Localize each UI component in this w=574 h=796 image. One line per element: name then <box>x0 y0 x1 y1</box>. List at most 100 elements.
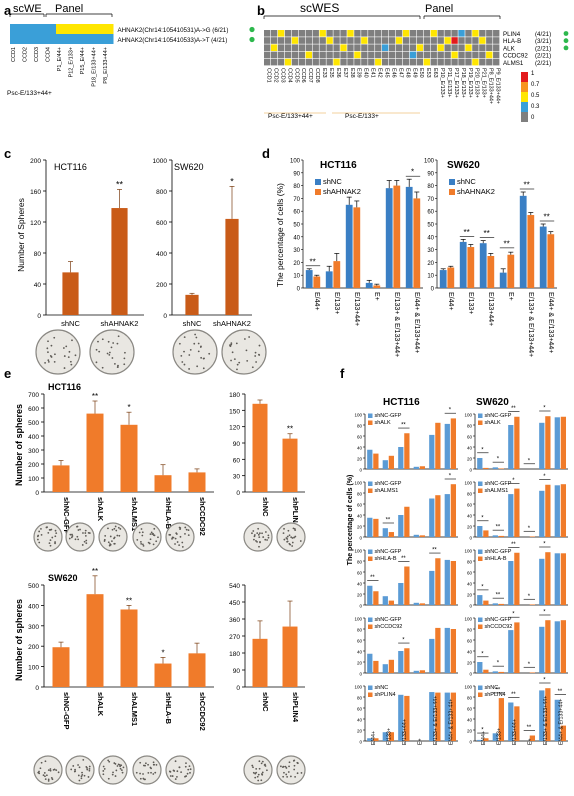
sphere-dot <box>184 533 186 535</box>
x-tick-label: E+ <box>373 292 380 301</box>
x-tick-label: shNC <box>61 319 80 328</box>
significance-label: * <box>230 176 234 186</box>
chart-bar <box>404 566 410 605</box>
sphere-dot <box>54 529 57 532</box>
chart-bar <box>498 671 505 673</box>
significance-label: * <box>543 678 546 684</box>
sphere-dot <box>188 354 191 356</box>
sphere-dot <box>188 368 191 370</box>
heatmap-cell <box>277 58 285 66</box>
chart-bar <box>419 603 426 605</box>
chart-bar <box>86 594 104 687</box>
x-tick-label: shNC <box>261 692 270 712</box>
y-tick-label: 0 <box>163 313 167 320</box>
sphere-dot <box>257 773 260 776</box>
heatmap-cell <box>430 51 437 59</box>
chart-bar <box>154 475 172 492</box>
heatmap-cell <box>395 37 403 44</box>
chart-bar <box>477 662 483 673</box>
sphere-dot <box>55 532 58 535</box>
sphere-dot <box>123 363 126 366</box>
sphere-dot <box>79 528 81 531</box>
sphere-dot <box>251 532 253 535</box>
sphere-dish-image <box>276 755 306 785</box>
legend-swatch <box>478 420 483 425</box>
sphere-dot <box>84 532 87 534</box>
scwes-label: scWES <box>300 1 339 15</box>
y-tick-label: 400 <box>156 251 167 258</box>
significance-label: * <box>481 447 484 453</box>
sphere-dot <box>208 352 211 355</box>
heatmap-cell <box>458 44 465 51</box>
legend-label: shNC <box>457 177 476 186</box>
sphere-dot <box>230 359 232 362</box>
chart-bar <box>492 671 498 673</box>
column-label: P11_E/133+ <box>446 68 452 97</box>
sphere-dot <box>149 533 152 535</box>
legend-label: shNC <box>485 685 499 691</box>
chart-bar <box>367 517 373 537</box>
group-label: Psc-E/133+ <box>345 113 379 120</box>
sphere-dot <box>78 779 81 782</box>
sphere-dot <box>258 536 261 539</box>
column-label: P10_E/133+ <box>439 68 445 98</box>
y-tick-label: 0 <box>359 740 362 745</box>
sphere-dot <box>88 768 91 770</box>
x-tick-label: shAHNAK2 <box>213 319 251 328</box>
sphere-dot <box>288 534 291 537</box>
chart-bar <box>373 285 381 288</box>
significance-label: * <box>411 168 414 177</box>
sphere-dot <box>103 540 106 542</box>
y-tick-label: 90 <box>293 171 300 177</box>
y-tick-label: 60 <box>467 571 473 576</box>
heatmap-cell <box>465 58 472 66</box>
sphere-dot <box>185 775 188 777</box>
heatmap-cell <box>416 44 424 51</box>
sphere-dish-image <box>243 522 273 552</box>
chart-bar <box>373 518 379 537</box>
y-tick-label: 800 <box>156 189 167 196</box>
x-tick-label: E/44+ <box>447 292 454 311</box>
sphere-dot <box>176 775 178 778</box>
heatmap-cell <box>451 51 458 59</box>
x-tick-label: E/133+ <box>333 292 340 314</box>
sphere-dot <box>37 771 40 774</box>
y-tick-label: 200 <box>30 158 41 165</box>
sphere-dot <box>68 350 71 353</box>
y-tick-label: 40 <box>427 235 434 241</box>
y-tick-label: 0 <box>469 468 472 473</box>
y-tick-label: 100 <box>28 665 39 672</box>
sphere-dot <box>189 768 192 771</box>
sphere-dot <box>50 528 53 531</box>
x-tick-label: shALK <box>96 692 105 717</box>
legend-swatch <box>368 420 373 425</box>
y-tick-label: 100 <box>464 413 472 418</box>
panel-f-percentage-charts: HCT116 SW620 The percentage of cells (%) 0 2… <box>347 397 568 745</box>
chart-bar <box>62 272 79 315</box>
sphere-dot <box>36 535 39 538</box>
sphere-dot <box>258 760 261 763</box>
sphere-dot <box>70 363 73 366</box>
heatmap-cell <box>382 30 389 37</box>
y-tick-label: 80 <box>357 560 363 565</box>
sphere-dot <box>47 769 50 772</box>
sphere-dot <box>181 546 184 548</box>
sphere-dot <box>236 363 239 366</box>
x-tick-label: E/44+ <box>371 731 377 745</box>
sphere-dot <box>123 357 126 360</box>
sphere-dot <box>47 359 50 362</box>
y-tick-label: 20 <box>467 661 473 666</box>
x-tick-label: shHLA-B <box>164 692 173 725</box>
chart-bar <box>188 653 206 687</box>
sphere-dot <box>202 367 205 370</box>
y-tick-label: 70 <box>293 197 300 203</box>
sphere-dot <box>101 338 104 341</box>
heatmap-cell <box>416 30 424 37</box>
y-tick-label: 100 <box>354 481 362 486</box>
column-label: CCD6 <box>300 68 306 83</box>
chart-bar <box>477 739 483 741</box>
sphere-dot <box>282 532 285 535</box>
column-label: E63 <box>432 68 438 78</box>
x-tick-label: E/44+ & E/133+44+ <box>413 292 420 353</box>
